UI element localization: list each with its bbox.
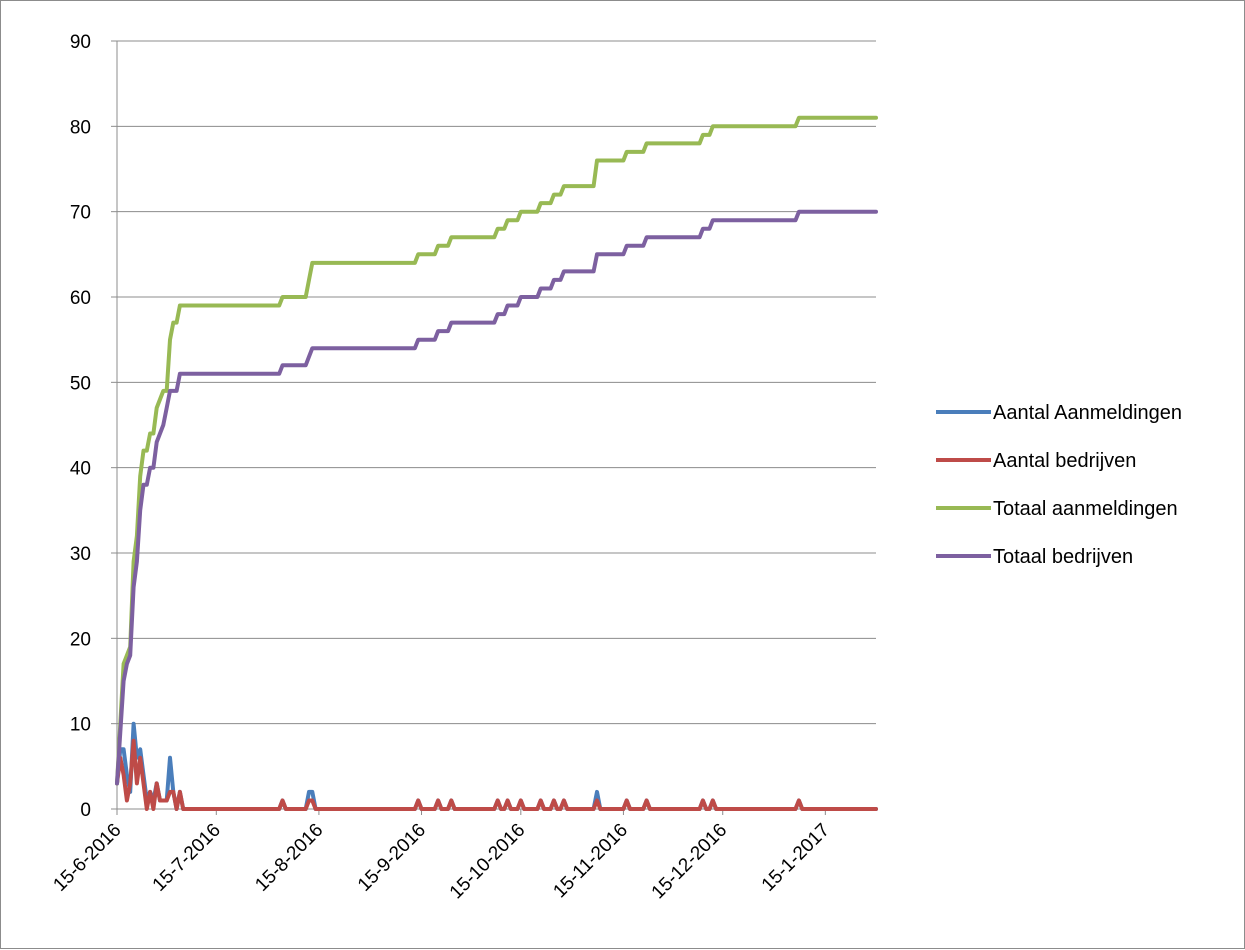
x-tick-label: 15-10-2016 <box>446 820 530 904</box>
y-tick-label: 0 <box>80 800 91 821</box>
y-tick-label: 50 <box>70 373 91 394</box>
legend-label: Aantal Aanmeldingen <box>993 402 1182 424</box>
x-tick-label: 15-1-2017 <box>758 820 834 896</box>
x-tick-label: 15-8-2016 <box>251 820 327 896</box>
x-tick-label: 15-6-2016 <box>49 820 125 896</box>
y-tick-label: 30 <box>70 544 91 565</box>
y-tick-label: 70 <box>70 203 91 224</box>
legend-label: Aantal bedrijven <box>993 450 1136 472</box>
y-tick-label: 20 <box>70 629 91 650</box>
legend-label: Totaal aanmeldingen <box>993 498 1178 520</box>
series-line-1 <box>115 721 878 811</box>
x-tick-label: 15-9-2016 <box>354 820 430 896</box>
y-tick-label: 90 <box>70 32 91 53</box>
x-tick-label: 15-7-2016 <box>149 820 225 896</box>
y-tick-label: 60 <box>70 288 91 309</box>
series-line-4 <box>115 209 878 786</box>
series-line-3 <box>115 115 878 786</box>
y-tick-label: 80 <box>70 117 91 138</box>
y-tick-label: 40 <box>70 459 91 480</box>
y-tick-label: 10 <box>70 715 91 736</box>
legend: Aantal Aanmeldingen Aantal bedrijven Totaa… <box>936 402 1182 568</box>
x-tick-label: 15-12-2016 <box>648 820 732 904</box>
legend-label: Totaal bedrijven <box>993 546 1133 568</box>
gridlines <box>117 40 876 810</box>
x-tick-label: 15-11-2016 <box>549 820 632 903</box>
series-lines <box>115 115 878 811</box>
series-line-2 <box>115 738 878 811</box>
